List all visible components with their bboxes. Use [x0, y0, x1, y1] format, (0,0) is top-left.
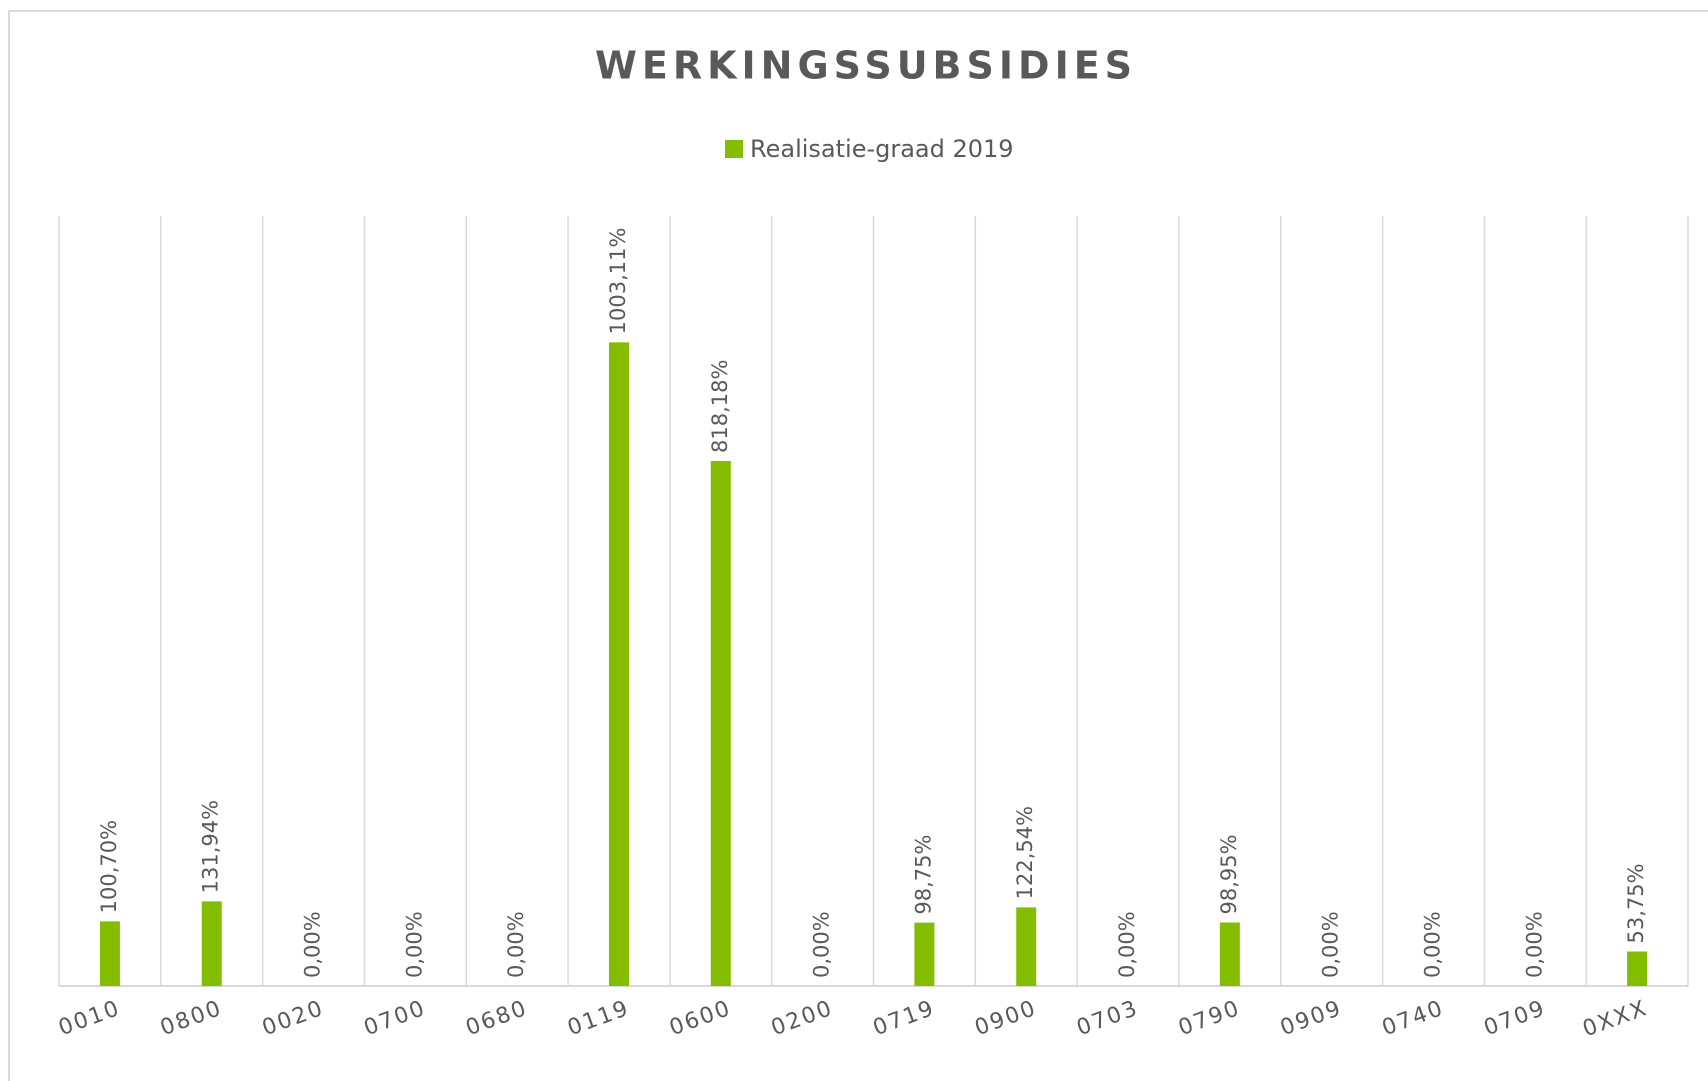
- data-label: 0,00%: [402, 911, 426, 978]
- legend-label: Realisatie-graad 2019: [750, 135, 1014, 163]
- data-label: 1003,11%: [606, 228, 630, 335]
- data-label: 0,00%: [810, 911, 834, 978]
- data-label: 100,70%: [97, 820, 121, 913]
- data-label: 0,00%: [301, 911, 325, 978]
- chart-title: WERKINGSSUBSIDIES: [595, 44, 1137, 88]
- x-tick-label: 0XXX: [1579, 996, 1651, 1042]
- x-tick-label: 0719: [870, 996, 939, 1041]
- data-label: 0,00%: [1522, 911, 1546, 978]
- data-label: 818,18%: [708, 360, 732, 453]
- bar: [914, 922, 935, 986]
- x-tick-label: 0900: [972, 996, 1041, 1041]
- x-tick-label: 0740: [1379, 996, 1448, 1041]
- x-tick-label: 0909: [1277, 996, 1346, 1041]
- x-tick-label: 0800: [157, 996, 226, 1041]
- x-tick-label: 0200: [768, 996, 837, 1041]
- data-label: 122,54%: [1013, 806, 1037, 899]
- bar: [1219, 922, 1240, 986]
- x-tick-label: 0010: [55, 996, 124, 1041]
- data-label: 0,00%: [1319, 911, 1343, 978]
- legend-swatch: [725, 140, 743, 158]
- x-tick-label: 0703: [1073, 996, 1142, 1041]
- data-label: 0,00%: [1115, 911, 1139, 978]
- x-tick-label: 0600: [666, 996, 735, 1041]
- x-tick-label: 0680: [463, 996, 532, 1041]
- data-label: 98,95%: [1217, 834, 1241, 914]
- x-tick-label: 0709: [1481, 996, 1550, 1041]
- chart-border: [8, 10, 1708, 1081]
- bar: [1627, 951, 1648, 986]
- bar: [1016, 907, 1037, 986]
- bar: [201, 901, 222, 986]
- x-tick-label: 0790: [1175, 996, 1244, 1041]
- bar: [710, 461, 731, 986]
- x-tick-label: 0700: [361, 996, 430, 1041]
- data-label: 131,94%: [199, 800, 223, 893]
- data-label: 98,75%: [911, 835, 935, 915]
- data-label: 0,00%: [504, 911, 528, 978]
- x-tick-label: 0119: [564, 996, 633, 1041]
- data-label: 53,75%: [1624, 863, 1648, 943]
- x-tick-label: 0020: [259, 996, 328, 1041]
- bar: [608, 342, 629, 986]
- bar: [99, 921, 120, 986]
- data-label: 0,00%: [1420, 911, 1444, 978]
